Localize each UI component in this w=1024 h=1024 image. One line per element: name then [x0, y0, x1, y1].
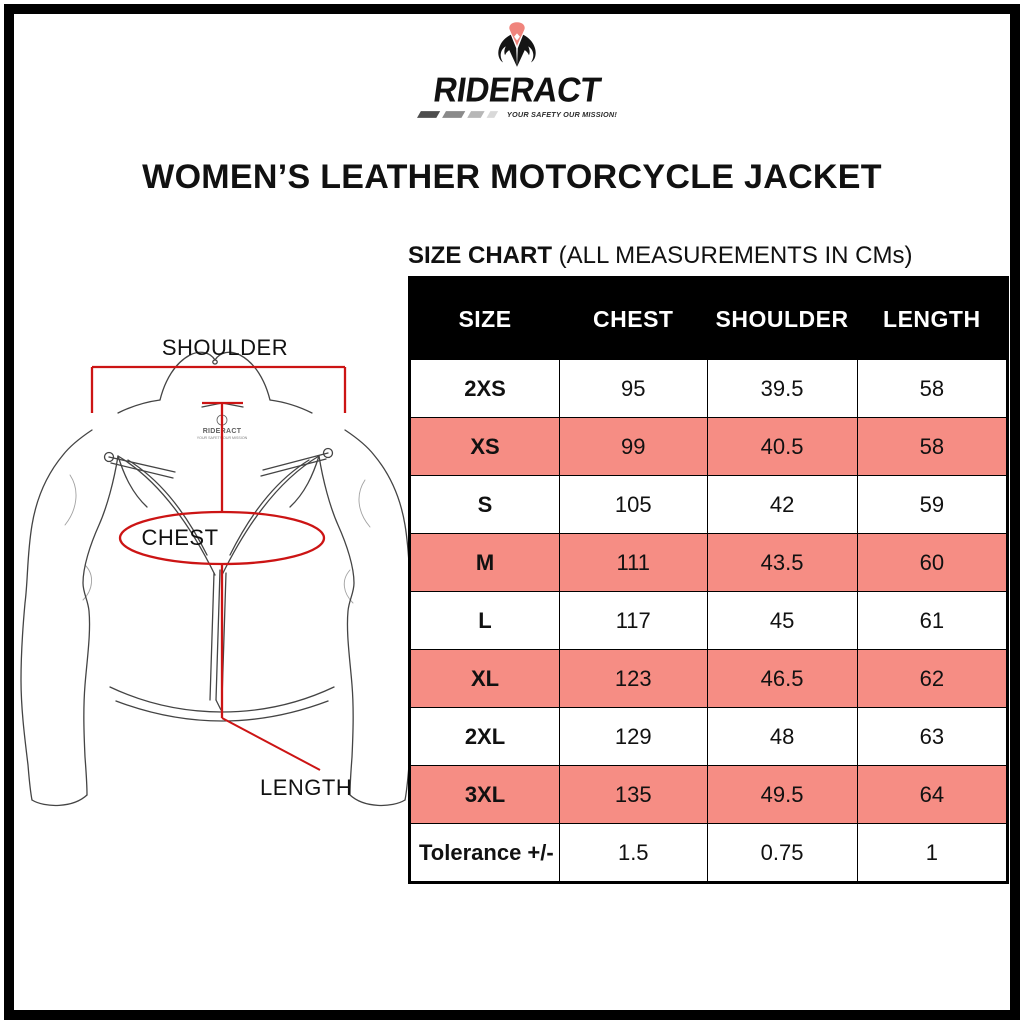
svg-text:SHOULDER: SHOULDER	[162, 335, 288, 360]
svg-text:LENGTH: LENGTH	[260, 775, 352, 800]
svg-text:CHEST: CHEST	[141, 525, 218, 550]
